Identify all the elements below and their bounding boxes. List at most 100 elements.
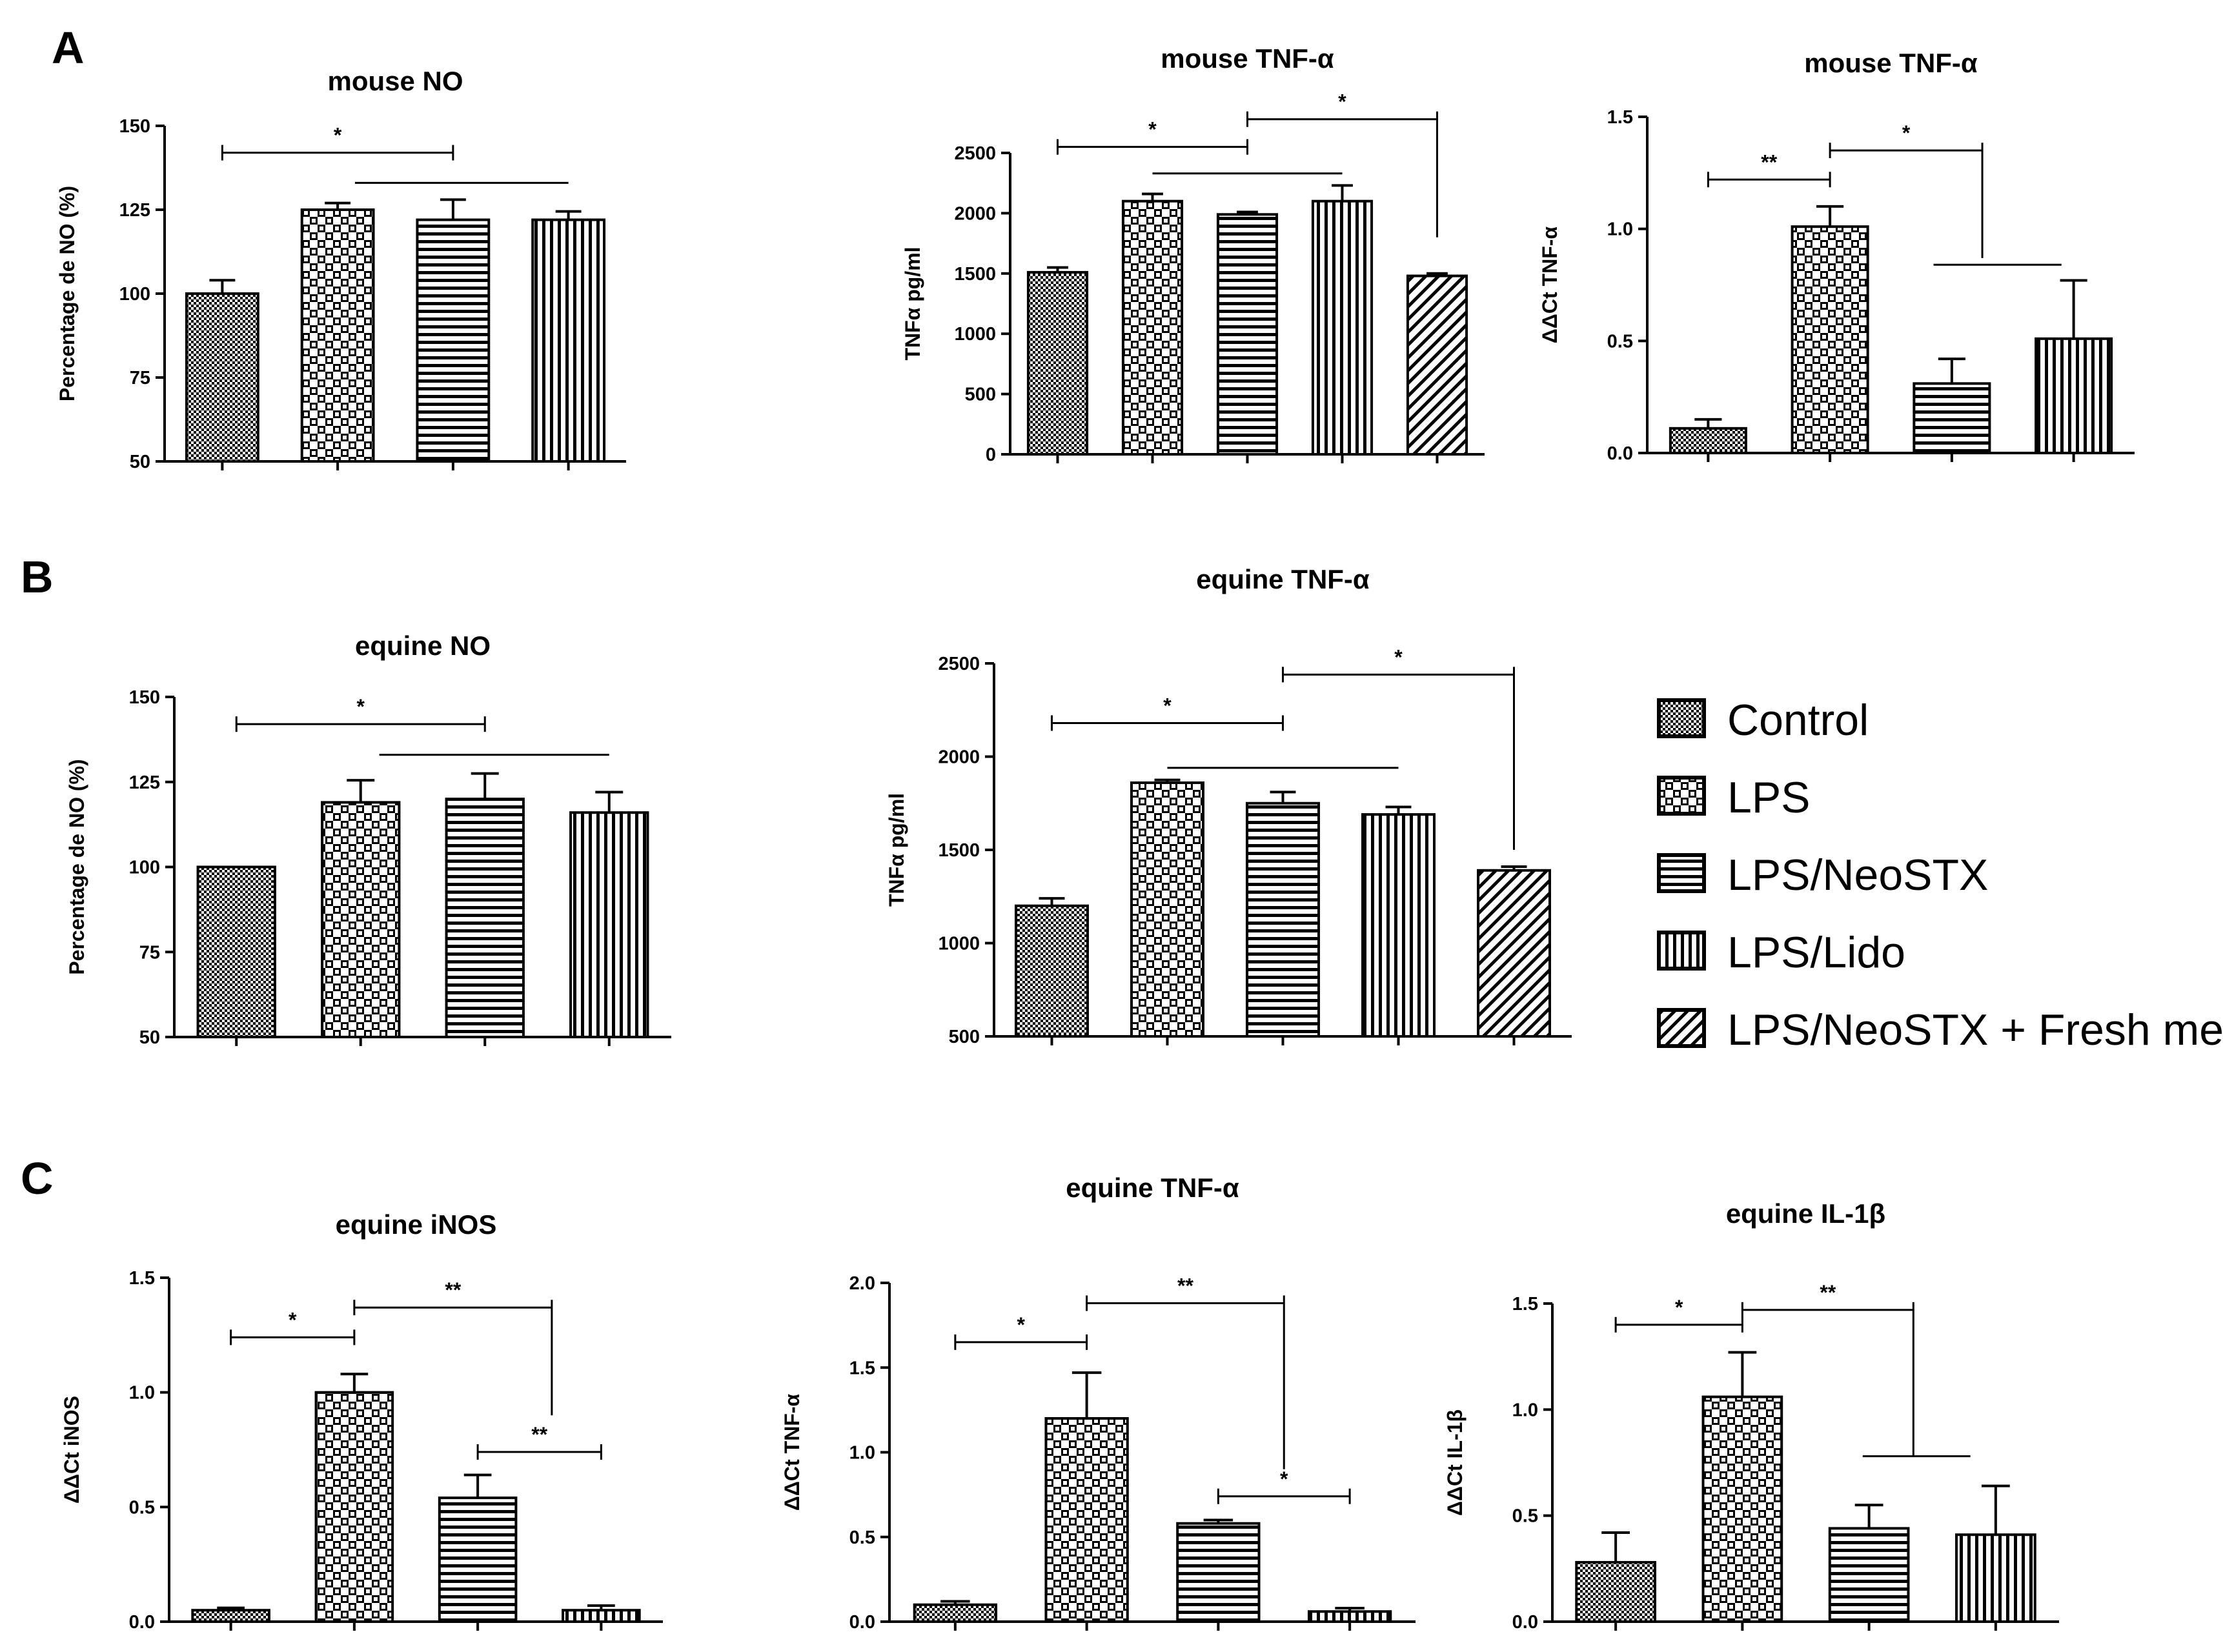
y-axis-label: ΔΔCt iNOS xyxy=(60,1396,83,1504)
charts-layer: mouse NO Percentage de NO (%) 50 75 100 125 15… xyxy=(56,43,2135,1633)
chart-a1: mouse NO Percentage de NO (%) 50 75 100 125 15… xyxy=(56,66,626,472)
legend-label: LPS xyxy=(1727,773,1811,822)
y-tick-label: 75 xyxy=(130,368,150,388)
y-tick-label: 75 xyxy=(139,942,160,963)
significance-label: * xyxy=(289,1308,297,1331)
significance-label: * xyxy=(1163,694,1172,717)
significance-label: ** xyxy=(445,1278,461,1302)
chart-title: equine TNF-α xyxy=(1066,1173,1239,1203)
y-tick-label: 125 xyxy=(119,200,150,221)
bar-lps-lido xyxy=(531,218,606,463)
y-tick-label: 2000 xyxy=(938,747,980,768)
y-tick-label: 1.0 xyxy=(1607,219,1633,240)
y-tick-label: 0.5 xyxy=(1512,1506,1538,1527)
legend: Control LPS LPS/NeoSTX LPS/Lido LPS/NeoSTX +… xyxy=(1657,696,2223,1054)
y-tick-label: 0.5 xyxy=(1607,331,1633,352)
y-tick-label: 0.0 xyxy=(129,1612,155,1633)
legend-label: LPS/Lido xyxy=(1727,928,1905,977)
bar-control xyxy=(1669,427,1747,454)
bar-lps-neostx-fresh-medium xyxy=(1477,869,1551,1038)
bar-lps xyxy=(1701,1395,1783,1623)
legend-swatch xyxy=(1657,931,1706,971)
y-tick-label: 2000 xyxy=(954,203,996,224)
bar-lps-neostx xyxy=(1828,1527,1910,1624)
y-tick-label: 0.0 xyxy=(1607,443,1633,464)
chart-title: equine TNF-α xyxy=(1196,564,1370,594)
y-tick-label: 0.5 xyxy=(129,1497,155,1518)
significance-label: ** xyxy=(1761,150,1777,174)
significance-label: * xyxy=(334,124,342,147)
y-tick-label: 1.5 xyxy=(1607,107,1633,128)
significance-label: ** xyxy=(531,1423,547,1446)
bar-lps xyxy=(321,801,401,1038)
legend-item: LPS/NeoSTX + Fresh medium xyxy=(1657,1005,2223,1054)
y-axis-label: ΔΔCt IL-1β xyxy=(1443,1409,1467,1516)
bar-control xyxy=(191,1609,270,1624)
y-axis-label: ΔΔCt TNF-α xyxy=(1538,227,1561,344)
y-tick-label: 1.5 xyxy=(1512,1294,1538,1315)
bar-lps-lido xyxy=(1311,199,1374,456)
chart-title: mouse TNF-α xyxy=(1804,48,1978,78)
y-tick-label: 1.0 xyxy=(129,1383,155,1404)
panel-label-b: B xyxy=(21,552,54,602)
y-tick-label: 1.5 xyxy=(129,1268,155,1289)
legend-label: LPS/NeoSTX + Fresh medium xyxy=(1727,1005,2223,1054)
bar-lps xyxy=(1130,781,1204,1038)
y-tick-label: 1500 xyxy=(938,840,980,861)
legend-label: Control xyxy=(1727,696,1869,745)
significance-label: ** xyxy=(1820,1281,1836,1304)
significance-label: ** xyxy=(1177,1274,1193,1298)
y-tick-label: 0 xyxy=(986,445,996,465)
y-tick-label: 125 xyxy=(129,772,160,793)
y-tick-label: 150 xyxy=(129,687,160,708)
significance-label: * xyxy=(1017,1313,1026,1336)
bar-lps-neostx xyxy=(1216,213,1279,456)
y-tick-label: 0.0 xyxy=(1512,1612,1538,1633)
bar-lps xyxy=(1121,199,1184,456)
chart-title: mouse TNF-α xyxy=(1161,43,1334,74)
bar-lps-neostx xyxy=(1176,1522,1261,1623)
bar-lps xyxy=(300,208,375,463)
legend-item: LPS/NeoSTX xyxy=(1657,851,1988,900)
y-tick-label: 100 xyxy=(119,284,150,305)
bar-lps-lido xyxy=(1361,813,1436,1038)
y-tick-label: 1.5 xyxy=(849,1358,875,1378)
y-tick-label: 100 xyxy=(129,858,160,878)
legend-swatch xyxy=(1657,698,1706,738)
bar-control xyxy=(1015,904,1089,1038)
y-axis-label: Percentage de NO (%) xyxy=(56,186,79,401)
y-tick-label: 0.5 xyxy=(849,1527,875,1548)
panel-label-c: C xyxy=(21,1153,54,1204)
y-tick-label: 1000 xyxy=(938,934,980,954)
significance-label: * xyxy=(357,695,365,718)
y-tick-label: 1000 xyxy=(954,324,996,345)
significance-label: * xyxy=(1280,1467,1288,1491)
bar-lps-lido xyxy=(569,811,649,1039)
chart-b1: equine NO Percentage de NO (%) 50 75 100 125 1… xyxy=(65,630,671,1048)
bar-lps xyxy=(1791,225,1869,454)
y-tick-label: 50 xyxy=(130,452,150,472)
significance-label: * xyxy=(1148,118,1157,141)
bar-lps-neostx xyxy=(1913,382,1991,454)
y-axis-label: Percentage de NO (%) xyxy=(65,759,88,974)
panel-label-a: A xyxy=(52,23,85,73)
legend-swatch xyxy=(1657,1008,1706,1048)
bar-lps xyxy=(314,1391,394,1624)
y-axis-label: TNFα pg/ml xyxy=(901,247,924,360)
bar-control xyxy=(913,1603,998,1623)
y-tick-label: 2.0 xyxy=(849,1273,875,1294)
chart-title: equine IL-1β xyxy=(1726,1198,1885,1229)
significance-label: * xyxy=(1338,90,1346,114)
chart-title: mouse NO xyxy=(327,66,463,96)
y-tick-label: 500 xyxy=(949,1027,980,1047)
bar-lps-neostx xyxy=(438,1496,518,1624)
bar-lps-neostx xyxy=(1246,801,1320,1038)
chart-b2: equine TNF-α TNFα pg/ml 500 1000 1500 2000 250… xyxy=(885,564,1572,1047)
legend-swatch xyxy=(1657,853,1706,893)
y-tick-label: 500 xyxy=(965,385,996,405)
chart-title: equine iNOS xyxy=(336,1209,497,1240)
legend-item: LPS xyxy=(1657,773,1811,822)
